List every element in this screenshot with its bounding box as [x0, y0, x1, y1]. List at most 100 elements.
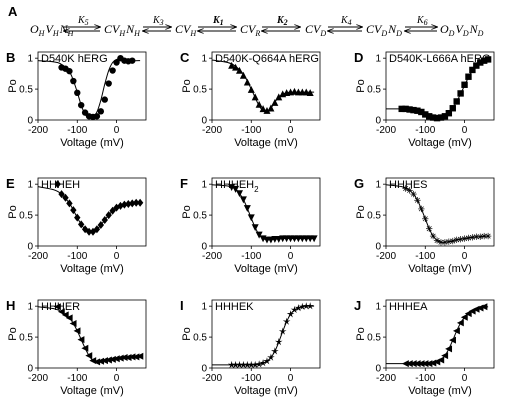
- y-tick-label: 1: [27, 180, 33, 191]
- y-tick-label: 0: [201, 364, 207, 375]
- panel-title: HHHEK: [215, 301, 254, 313]
- panel-I: I HHHEK -200 -100 0 0 0.5 1 Voltage (mV) Po: [180, 298, 320, 397]
- y-tick-label: 0.5: [19, 333, 33, 344]
- y-tick-label: 0.5: [367, 333, 381, 344]
- x-tick-label: -100: [415, 125, 435, 136]
- data-point: [485, 233, 491, 239]
- data-point: [279, 328, 287, 335]
- panel-label-H: H: [6, 298, 15, 313]
- panel-J: J HHHEA -200 -100 0 0 0.5 1 Voltage (mV) Po: [354, 298, 494, 397]
- data-point: [453, 327, 460, 334]
- data-point: [70, 320, 77, 327]
- y-tick-label: 0.5: [193, 333, 207, 344]
- x-axis-label: Voltage (mV): [234, 137, 298, 149]
- rate-arrow-K2: K2: [262, 15, 300, 31]
- data-point: [85, 352, 92, 359]
- x-tick-label: -100: [67, 373, 87, 384]
- rate-arrow-K6: K6: [405, 15, 437, 31]
- x-tick-label: 0: [462, 373, 468, 384]
- data-point: [240, 196, 247, 203]
- data-point: [244, 205, 251, 212]
- x-tick-label: -100: [241, 251, 261, 262]
- data-point: [70, 78, 76, 84]
- x-axis-label: Voltage (mV): [408, 137, 472, 149]
- x-tick-label: -200: [376, 125, 396, 136]
- data-point: [283, 318, 291, 325]
- y-tick-label: 0.5: [193, 211, 207, 222]
- data-point: [271, 347, 279, 354]
- y-tick-label: 1: [375, 180, 381, 191]
- data-point: [98, 108, 104, 114]
- scheme-state: OD VD ND: [440, 22, 484, 38]
- y-axis-label: Po: [355, 205, 367, 218]
- x-axis-label: Voltage (mV): [60, 137, 124, 149]
- data-point: [252, 224, 259, 231]
- panel-C: C D540K-Q664A hERG -200 -100 0 0 0.5 1 Voltage (…: [180, 50, 320, 149]
- scheme-state: CVH: [175, 22, 197, 38]
- rate-constant: K1: [212, 15, 224, 27]
- data-point: [445, 345, 452, 352]
- y-axis-label: Po: [355, 327, 367, 340]
- x-tick-label: -100: [67, 251, 87, 262]
- panel-label-F: F: [180, 176, 188, 191]
- y-tick-label: 0: [27, 242, 33, 253]
- y-tick-label: 0: [201, 116, 207, 127]
- y-tick-label: 0.5: [19, 211, 33, 222]
- x-tick-label: -100: [415, 251, 435, 262]
- panel-label-B: B: [6, 50, 15, 65]
- panel-H: HHHHER-200-100000.51Voltage (mV)Po: [6, 298, 146, 397]
- x-tick-label: -200: [202, 373, 222, 384]
- scheme-state: CVH NH: [104, 22, 141, 38]
- y-tick-label: 0: [375, 242, 381, 253]
- y-tick-label: 1: [27, 302, 33, 313]
- fit-curve: [38, 307, 140, 362]
- fit-curve: [38, 187, 140, 232]
- panel-title: HHHEH: [41, 179, 80, 191]
- fit-curve: [386, 185, 488, 243]
- panel-E: E HHHEH-200 -100 000.51Voltage (mV)Po: [6, 176, 146, 275]
- fit-curve: [212, 185, 314, 240]
- panel-label-I: I: [180, 298, 184, 313]
- y-tick-label: 0: [27, 364, 33, 375]
- x-tick-label: 0: [114, 373, 120, 384]
- data-point: [252, 93, 259, 100]
- fit-curve: [212, 306, 314, 365]
- panel-title: HHHEA: [389, 301, 428, 313]
- rate-constant: K3: [152, 15, 164, 27]
- panel-label-D: D: [354, 50, 363, 65]
- data-point: [81, 345, 88, 352]
- data-point: [248, 214, 255, 221]
- data-point: [457, 90, 463, 96]
- data-point: [414, 197, 420, 203]
- rate-arrow-K3: K3: [143, 15, 171, 31]
- x-axis-label: Voltage (mV): [408, 263, 472, 275]
- panel-B: B D540K hERG -200 -100 0 0 0.5 1 Voltage (mV) Po: [6, 50, 146, 149]
- y-tick-label: 0.5: [367, 85, 381, 96]
- data-point: [485, 56, 491, 62]
- scheme-state: CVD: [305, 22, 327, 38]
- x-tick-label: -200: [376, 373, 396, 384]
- data-point: [426, 225, 432, 231]
- y-tick-label: 1: [201, 302, 207, 313]
- fit-curve: [38, 59, 140, 118]
- y-axis-label: Po: [181, 79, 193, 92]
- y-tick-label: 1: [201, 180, 207, 191]
- x-tick-label: -200: [376, 251, 396, 262]
- x-tick-label: 0: [462, 125, 468, 136]
- y-axis-label: Po: [181, 327, 193, 340]
- data-point: [418, 206, 424, 212]
- y-tick-label: 0: [27, 116, 33, 127]
- x-axis-label: Voltage (mV): [60, 385, 124, 397]
- fit-curve: [212, 60, 314, 112]
- data-point: [465, 74, 471, 80]
- y-tick-label: 0.5: [19, 85, 33, 96]
- data-point: [66, 68, 72, 74]
- data-point: [450, 105, 456, 111]
- data-point: [422, 216, 428, 222]
- data-point: [74, 327, 81, 334]
- y-axis-label: Po: [7, 205, 19, 218]
- panel-F: FHHHEH2-200-100000.51Voltage (mV)Po: [180, 176, 320, 275]
- data-point: [275, 338, 283, 345]
